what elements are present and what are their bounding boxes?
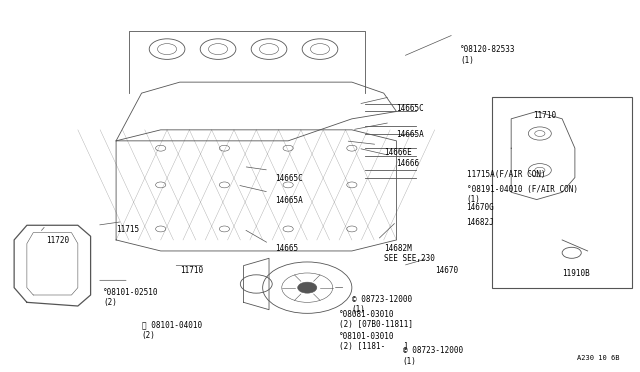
Text: 14665A: 14665A bbox=[275, 196, 303, 205]
Text: °08120-82533
(1): °08120-82533 (1) bbox=[460, 45, 516, 65]
Text: 14665A: 14665A bbox=[396, 130, 424, 139]
Text: 14670: 14670 bbox=[435, 266, 458, 275]
Text: 11710: 11710 bbox=[180, 266, 203, 275]
Circle shape bbox=[298, 282, 317, 293]
Text: © 08723-12000
(1): © 08723-12000 (1) bbox=[403, 346, 463, 366]
Text: 11910B: 11910B bbox=[562, 269, 590, 278]
Text: 14682J: 14682J bbox=[467, 218, 494, 227]
Text: 11720: 11720 bbox=[46, 236, 69, 245]
Text: 14670G: 14670G bbox=[467, 203, 494, 212]
Text: 14665C: 14665C bbox=[396, 104, 424, 113]
Text: © 08723-12000
(1): © 08723-12000 (1) bbox=[352, 295, 412, 314]
Text: 11710: 11710 bbox=[534, 112, 557, 121]
Text: °08191-04010 (F/AIR CON)
(1): °08191-04010 (F/AIR CON) (1) bbox=[467, 185, 577, 204]
Text: 14666E: 14666E bbox=[384, 148, 412, 157]
Text: 14682M
SEE SEE,230: 14682M SEE SEE,230 bbox=[384, 244, 435, 263]
FancyBboxPatch shape bbox=[492, 97, 632, 288]
Text: 14665: 14665 bbox=[275, 244, 298, 253]
Text: 11715: 11715 bbox=[116, 225, 140, 234]
Text: 14665C: 14665C bbox=[275, 174, 303, 183]
Text: °08101-02510
(2): °08101-02510 (2) bbox=[103, 288, 159, 307]
Text: 14666: 14666 bbox=[396, 159, 420, 168]
Text: A230 10 6B: A230 10 6B bbox=[577, 355, 620, 361]
Text: 11715A(F/AIR CON): 11715A(F/AIR CON) bbox=[467, 170, 545, 179]
Text: ① 08101-04010
(2): ① 08101-04010 (2) bbox=[141, 321, 202, 340]
Text: °08101-03010
(2) [1181-    ]: °08101-03010 (2) [1181- ] bbox=[339, 332, 408, 351]
Text: °08081-03010
(2) [07B0-11811]: °08081-03010 (2) [07B0-11811] bbox=[339, 310, 413, 329]
